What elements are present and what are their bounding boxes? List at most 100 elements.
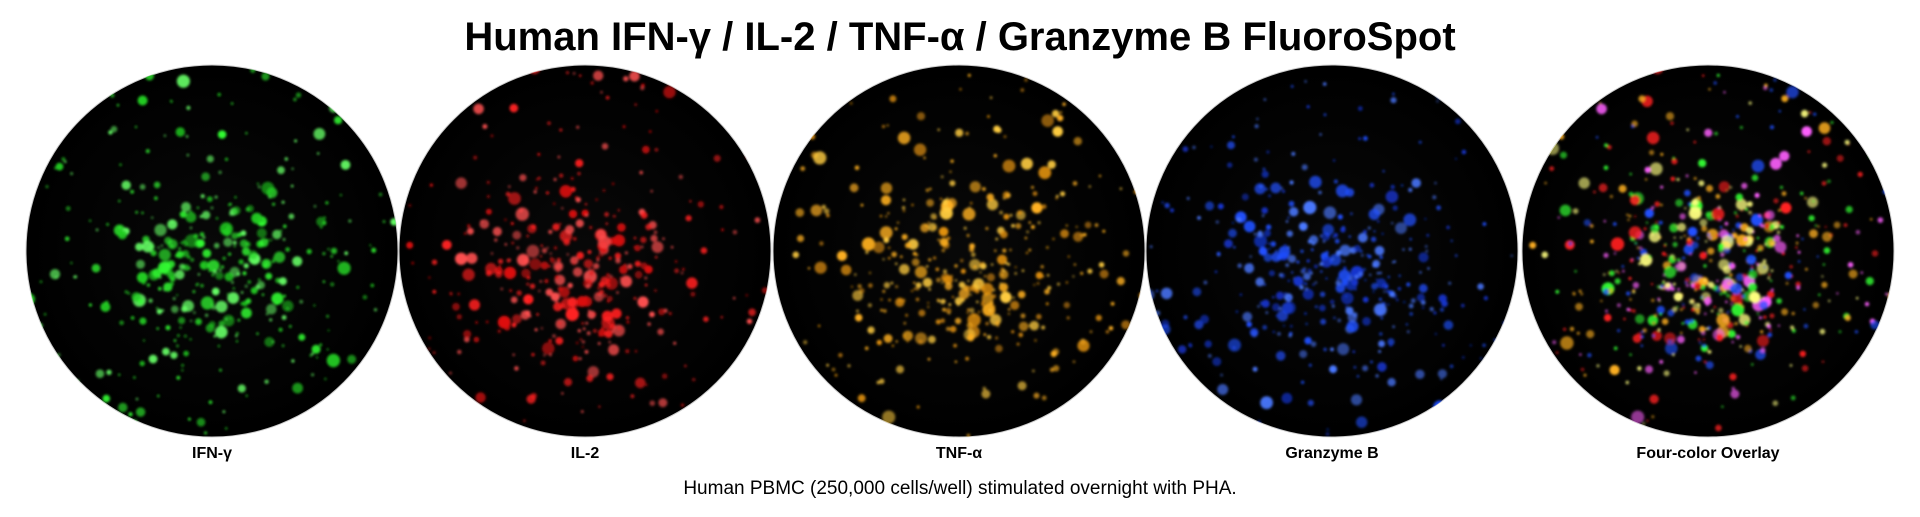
spot bbox=[1580, 367, 1585, 372]
spot bbox=[1037, 221, 1041, 225]
spot bbox=[561, 392, 564, 395]
spot bbox=[64, 236, 70, 242]
spot bbox=[182, 250, 190, 258]
spot bbox=[915, 253, 919, 257]
spot bbox=[1809, 229, 1818, 239]
spot bbox=[1556, 382, 1559, 386]
spot bbox=[941, 281, 944, 284]
spot bbox=[319, 343, 323, 347]
spot bbox=[574, 196, 578, 199]
spot bbox=[1056, 194, 1059, 198]
spot bbox=[1751, 159, 1765, 173]
spot bbox=[150, 250, 157, 257]
spot bbox=[754, 217, 761, 223]
spot bbox=[725, 389, 729, 393]
spot bbox=[250, 287, 258, 295]
spot bbox=[939, 206, 953, 220]
spot bbox=[1322, 224, 1334, 236]
spot bbox=[1713, 81, 1717, 85]
spot bbox=[1436, 205, 1441, 211]
spot bbox=[962, 207, 976, 221]
spot bbox=[583, 278, 593, 289]
spot bbox=[700, 247, 708, 254]
spot bbox=[278, 327, 283, 332]
spot bbox=[954, 279, 958, 282]
spot bbox=[1670, 121, 1674, 125]
spot bbox=[1157, 70, 1160, 73]
spot bbox=[1649, 149, 1655, 156]
spot bbox=[1818, 122, 1831, 134]
spot bbox=[1812, 301, 1820, 309]
spot bbox=[1345, 305, 1348, 309]
spot bbox=[186, 153, 190, 157]
spot bbox=[668, 311, 672, 316]
spot bbox=[999, 282, 1003, 286]
spot bbox=[64, 160, 67, 163]
spot bbox=[49, 269, 61, 280]
spot bbox=[927, 221, 931, 224]
spot bbox=[1254, 183, 1266, 195]
spot bbox=[883, 309, 887, 313]
spot bbox=[118, 373, 121, 376]
spot bbox=[1268, 194, 1271, 198]
spot bbox=[1735, 334, 1741, 340]
spot bbox=[1511, 151, 1515, 156]
spot bbox=[1341, 292, 1354, 305]
spot bbox=[1708, 88, 1711, 91]
spot bbox=[200, 284, 204, 288]
spot bbox=[1781, 95, 1789, 103]
spot bbox=[516, 253, 530, 267]
spot bbox=[1681, 303, 1685, 306]
spot bbox=[240, 291, 244, 294]
spot bbox=[1779, 225, 1784, 229]
spot bbox=[575, 219, 584, 228]
spot bbox=[118, 402, 128, 413]
spot bbox=[172, 297, 176, 300]
spot bbox=[834, 373, 838, 377]
spot bbox=[311, 352, 314, 356]
spot bbox=[256, 228, 267, 239]
spot bbox=[170, 100, 173, 103]
spot bbox=[566, 253, 569, 256]
spot bbox=[1045, 302, 1049, 306]
spot bbox=[817, 324, 821, 328]
spot bbox=[1363, 229, 1367, 234]
spot bbox=[559, 222, 562, 226]
spot bbox=[905, 313, 908, 317]
spot bbox=[937, 238, 940, 242]
spot bbox=[1007, 262, 1011, 266]
spot bbox=[213, 335, 216, 338]
spot bbox=[1836, 292, 1839, 295]
spot bbox=[1258, 246, 1268, 256]
spot bbox=[1699, 274, 1702, 278]
spot bbox=[1720, 252, 1725, 257]
spot bbox=[1235, 310, 1239, 313]
spot bbox=[1663, 266, 1677, 279]
spot bbox=[1305, 322, 1308, 326]
spot bbox=[1638, 262, 1642, 266]
spot bbox=[1304, 337, 1312, 345]
spot bbox=[1263, 98, 1267, 101]
spot bbox=[695, 432, 698, 436]
spot bbox=[1711, 309, 1714, 313]
spot bbox=[1800, 191, 1804, 196]
spot bbox=[96, 87, 107, 98]
spot bbox=[1362, 365, 1369, 372]
spot bbox=[1515, 125, 1518, 132]
spot bbox=[1789, 364, 1793, 367]
spot bbox=[1285, 263, 1290, 267]
spot bbox=[986, 334, 992, 340]
spot bbox=[1262, 325, 1268, 330]
spot bbox=[558, 322, 562, 325]
spot bbox=[1379, 271, 1382, 275]
spot bbox=[1207, 354, 1212, 358]
spot bbox=[1309, 175, 1322, 189]
spot bbox=[1160, 287, 1173, 300]
spot bbox=[178, 247, 181, 250]
spot bbox=[1046, 274, 1050, 277]
spot bbox=[821, 204, 826, 210]
spot bbox=[189, 226, 193, 230]
spot bbox=[1759, 300, 1769, 310]
spot bbox=[1715, 234, 1719, 237]
spot bbox=[1821, 281, 1828, 288]
